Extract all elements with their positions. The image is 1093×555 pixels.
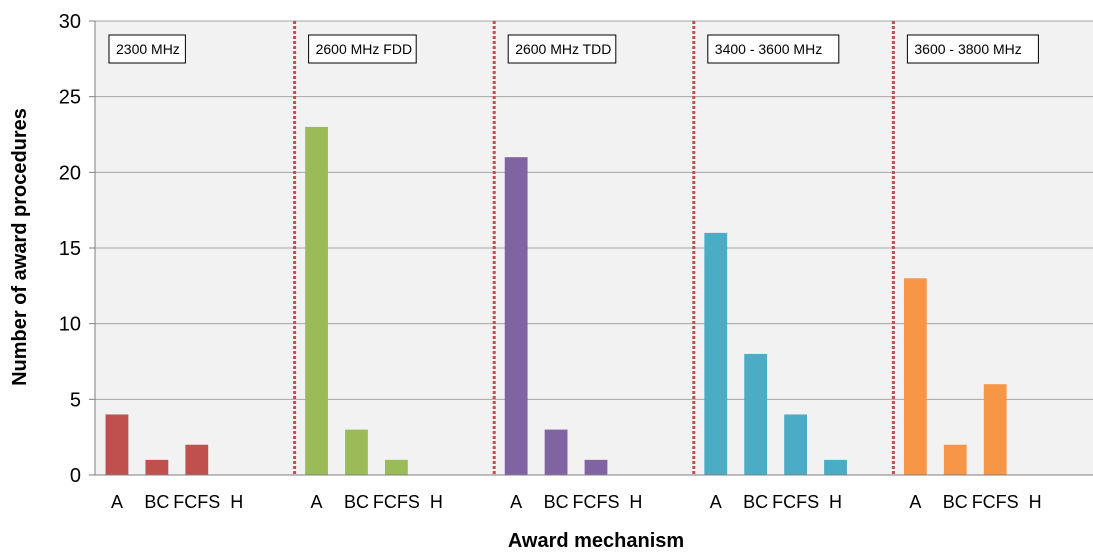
x-tick-label: H [1029,492,1042,512]
band-label-box [108,34,186,64]
x-tick-label: A [909,492,921,512]
band-label: 3400 - 3600 MHz [715,41,822,57]
x-tick-label: BC [344,492,369,512]
bar [744,353,768,475]
x-tick-label: A [510,492,522,512]
bar [584,459,608,475]
bars [105,126,1007,475]
band-labels: 2300 MHz 2600 MHz FDD 2600 MHz TDD 3400 - 3… [108,34,1039,64]
bar [784,414,808,475]
y-tick-label: 30 [59,11,81,33]
x-tick-label: A [311,492,323,512]
y-tick-label: 20 [59,162,81,184]
bar [185,444,209,475]
x-tick-label: FCFS [373,492,420,512]
band-label-box [707,34,840,64]
x-tick-label: H [430,492,443,512]
bar [305,126,328,475]
x-tick-label: BC [544,492,569,512]
x-tick-label: A [710,492,722,512]
x-tick-label: A [111,492,123,512]
band-label: 2600 MHz FDD [316,41,412,57]
x-tick-label: H [230,492,243,512]
bar [105,414,129,475]
x-tick-label: FCFS [173,492,220,512]
band-label: 2600 MHz TDD [515,41,611,57]
x-tick-label: BC [144,492,169,512]
x-axis-title: Award mechanism [508,530,684,552]
x-tick-labels: A BC FCFS H A BC FCFS H A BC FCFS H A BC FCFS H A BC FCFS H [111,492,1042,512]
y-tick-label: 0 [70,465,81,487]
bar [145,459,169,475]
bar [903,278,927,475]
bar [983,384,1007,475]
bar [544,429,568,475]
gridlines [89,20,1093,476]
bar [824,459,847,475]
band-label-box [906,34,1039,64]
y-tick-label: 10 [59,314,81,336]
y-tick-label: 25 [59,87,81,109]
x-tick-label: H [829,492,842,512]
band-label: 2300 MHz [116,41,180,57]
bar [943,444,967,475]
band-label: 3600 - 3800 MHz [914,41,1021,57]
x-tick-label: FCFS [972,492,1019,512]
x-tick-label: FCFS [572,492,619,512]
bar [384,459,408,475]
x-tick-label: BC [743,492,768,512]
bar [345,429,368,475]
bar [704,232,728,475]
bar [504,157,528,475]
x-tick-label: BC [943,492,968,512]
y-axis-title: Number of award procedures [9,108,31,386]
y-tick-label: 15 [59,238,81,260]
x-tick-label: H [629,492,642,512]
band-label-box [308,34,417,64]
band-separators [293,21,895,475]
x-tick-label: FCFS [772,492,819,512]
y-tick-labels: 0 5 10 15 20 25 30 [59,11,81,487]
band-label-box [507,34,617,64]
y-tick-label: 5 [70,389,81,411]
